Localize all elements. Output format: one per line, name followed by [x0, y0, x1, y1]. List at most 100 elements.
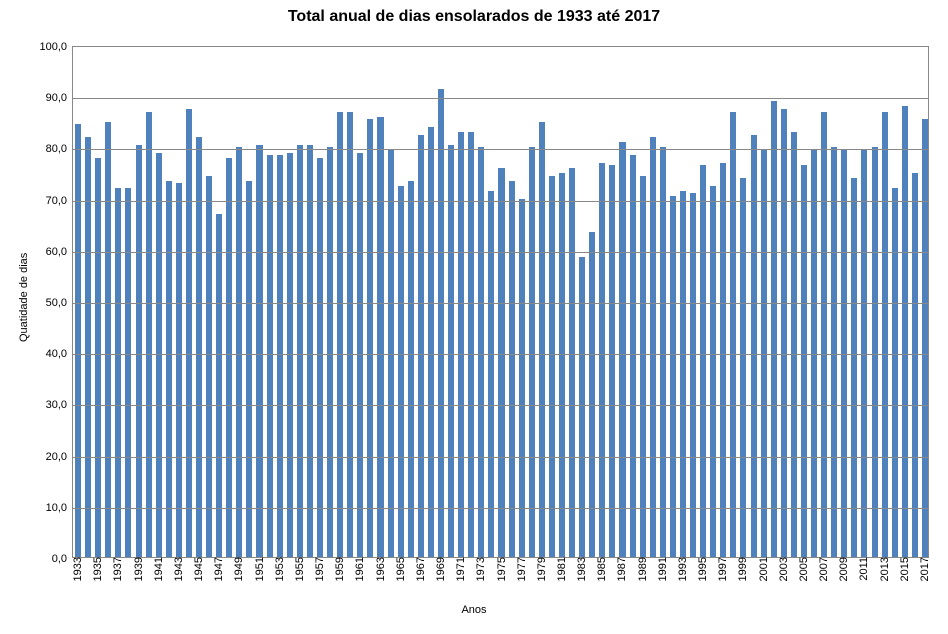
bar — [468, 132, 474, 557]
bar — [408, 181, 414, 557]
x-tick-label: 1963 — [375, 557, 387, 585]
bar — [277, 155, 283, 557]
bar — [902, 106, 908, 557]
x-tick-label: 1999 — [737, 557, 749, 585]
bar — [680, 191, 686, 557]
bar — [609, 165, 615, 557]
x-tick-label: 1989 — [637, 557, 649, 585]
bar — [619, 142, 625, 557]
bar — [730, 112, 736, 557]
bar — [640, 176, 646, 557]
bar — [751, 135, 757, 557]
x-tick-label: 2017 — [919, 557, 931, 585]
x-tick-label: 2001 — [758, 557, 770, 585]
grid-line — [73, 508, 928, 509]
grid-line — [73, 252, 928, 253]
x-tick-label: 1971 — [455, 557, 467, 585]
x-tick-label: 1943 — [173, 557, 185, 585]
grid-line — [73, 303, 928, 304]
bar — [166, 181, 172, 557]
bar — [448, 145, 454, 557]
x-tick-label: 1945 — [193, 557, 205, 585]
x-tick-label: 1981 — [556, 557, 568, 585]
bar — [529, 147, 535, 557]
bar — [821, 112, 827, 557]
bar — [428, 127, 434, 557]
x-tick-label: 2011 — [858, 557, 870, 585]
bar — [297, 145, 303, 557]
bar — [377, 117, 383, 557]
x-tick-label: 1933 — [72, 557, 84, 585]
bar — [781, 109, 787, 557]
y-tick-label: 0,0 — [52, 553, 73, 565]
bar — [347, 112, 353, 557]
x-tick-label: 2003 — [778, 557, 790, 585]
chart-title: Total anual de dias ensolarados de 1933 … — [0, 8, 948, 26]
bar — [327, 147, 333, 557]
bar — [700, 165, 706, 557]
y-tick-label: 80,0 — [46, 143, 73, 155]
x-tick-label: 1959 — [334, 557, 346, 585]
y-tick-label: 70,0 — [46, 195, 73, 207]
bar — [115, 188, 121, 557]
x-tick-label: 2007 — [818, 557, 830, 585]
bar — [509, 181, 515, 557]
bar — [630, 155, 636, 557]
bar — [892, 188, 898, 557]
bar — [186, 109, 192, 557]
y-tick-label: 50,0 — [46, 297, 73, 309]
x-tick-label: 1935 — [92, 557, 104, 585]
bar — [337, 112, 343, 557]
bar — [105, 122, 111, 557]
bar — [75, 124, 81, 557]
x-tick-label: 2009 — [838, 557, 850, 585]
x-axis-label: Anos — [0, 604, 948, 616]
bar — [216, 214, 222, 557]
bars-layer — [73, 47, 928, 557]
bar — [438, 89, 444, 557]
y-axis-label: Quatidade de dias — [18, 253, 30, 342]
bar — [267, 155, 273, 557]
x-tick-label: 1967 — [415, 557, 427, 585]
bar — [246, 181, 252, 557]
bar — [317, 158, 323, 557]
x-tick-label: 1953 — [274, 557, 286, 585]
x-tick-label: 1993 — [677, 557, 689, 585]
bar — [690, 193, 696, 557]
plot-area: 0,010,020,030,040,050,060,070,080,090,01… — [72, 46, 929, 558]
grid-line — [73, 98, 928, 99]
bar — [559, 173, 565, 557]
y-tick-label: 60,0 — [46, 246, 73, 258]
bar — [458, 132, 464, 557]
x-tick-label: 1991 — [657, 557, 669, 585]
bar — [599, 163, 605, 557]
bar — [539, 122, 545, 557]
bar — [226, 158, 232, 557]
bar — [398, 186, 404, 557]
y-tick-label: 30,0 — [46, 399, 73, 411]
grid-line — [73, 201, 928, 202]
grid-line — [73, 405, 928, 406]
bar — [740, 178, 746, 557]
bar — [771, 101, 777, 557]
bar — [367, 119, 373, 557]
bar — [831, 147, 837, 557]
x-tick-label: 1957 — [314, 557, 326, 585]
y-tick-label: 20,0 — [46, 451, 73, 463]
x-tick-label: 1995 — [697, 557, 709, 585]
x-tick-label: 1951 — [254, 557, 266, 585]
bar — [882, 112, 888, 557]
bar — [922, 119, 928, 557]
grid-line — [73, 457, 928, 458]
bar — [488, 191, 494, 557]
x-tick-label: 1975 — [496, 557, 508, 585]
bar — [851, 178, 857, 557]
bar — [125, 188, 131, 557]
x-tick-label: 1961 — [354, 557, 366, 585]
x-tick-label: 1947 — [213, 557, 225, 585]
x-tick-label: 1973 — [475, 557, 487, 585]
bar — [95, 158, 101, 557]
x-tick-label: 1939 — [133, 557, 145, 585]
bar — [176, 183, 182, 557]
bar — [569, 168, 575, 557]
